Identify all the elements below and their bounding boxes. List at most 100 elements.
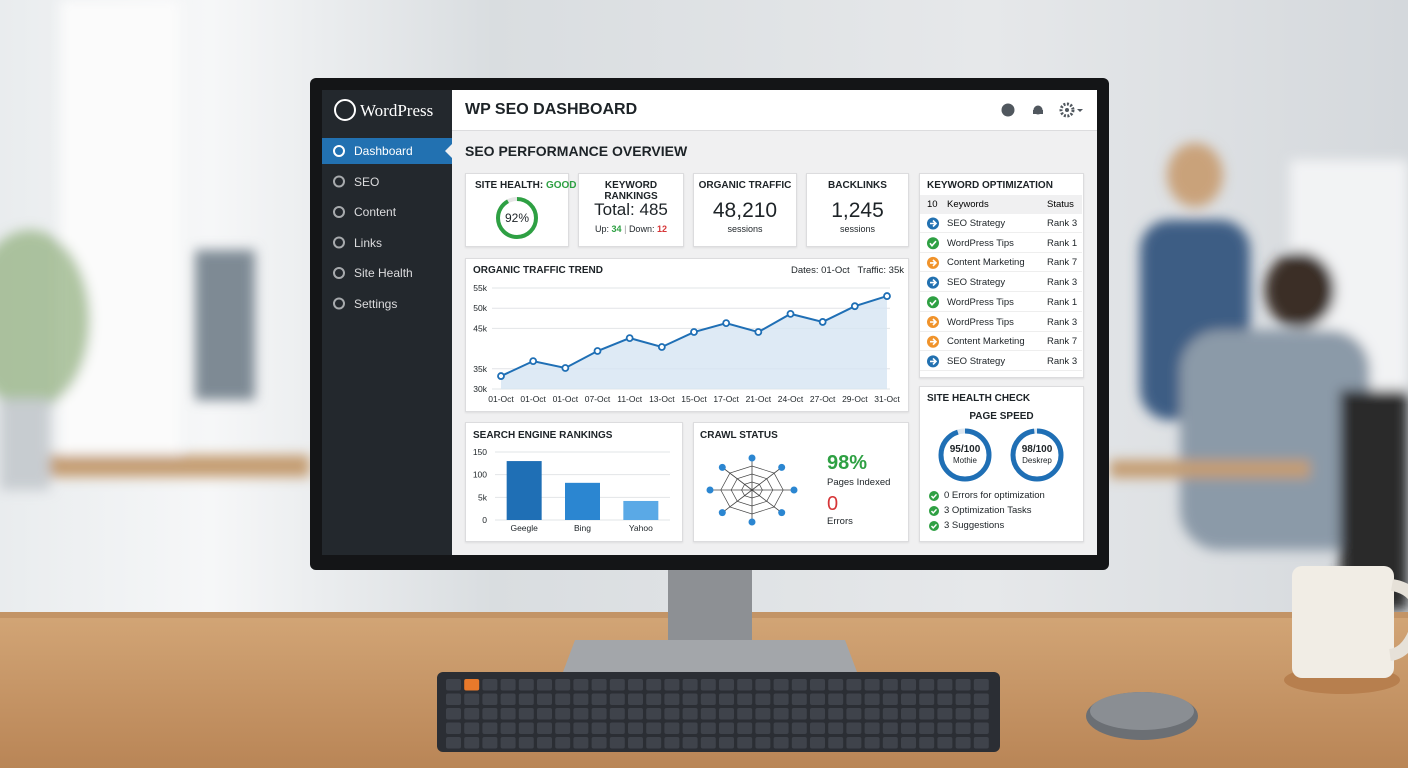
key: [446, 737, 461, 749]
check-icon: [929, 506, 939, 516]
key: [464, 679, 480, 691]
keyword: Content Marketing: [947, 257, 1025, 269]
key: [973, 708, 989, 720]
web-ring: [720, 465, 784, 515]
label: SITE HEALTH:: [475, 180, 544, 191]
key: [628, 708, 643, 720]
key: [682, 708, 698, 720]
keyword: WordPress Tips: [947, 316, 1014, 328]
key: [482, 722, 498, 734]
key: [901, 693, 916, 705]
chart-title: SEARCH ENGINE RANKINGS: [473, 430, 613, 441]
key: [573, 679, 589, 691]
icon-glyph: [930, 259, 938, 267]
header-icons[interactable]: [995, 100, 1090, 120]
header: [452, 90, 1097, 131]
key: [901, 737, 916, 749]
row-bg: [920, 273, 1082, 293]
key: [773, 693, 789, 705]
menu-item[interactable]: Settings: [354, 296, 398, 311]
status: Rank 3: [1047, 316, 1078, 328]
key: [446, 722, 461, 734]
key: [646, 708, 662, 720]
key: [700, 693, 716, 705]
key: [482, 737, 498, 749]
key: [664, 679, 680, 691]
point: [593, 347, 602, 355]
web-node: [748, 454, 756, 462]
card-title: CRAWL STATUS: [700, 430, 778, 441]
key: [919, 679, 935, 691]
point: [690, 328, 698, 336]
menu-pointer: [445, 144, 452, 158]
key: [555, 708, 571, 720]
key: [846, 708, 862, 720]
key: [591, 693, 607, 705]
key: [518, 693, 534, 705]
subtitle: PAGE SPEED: [969, 411, 1034, 422]
status: Rank 7: [1047, 257, 1078, 269]
key: [937, 679, 953, 691]
key: [537, 722, 552, 734]
total-value: 485: [639, 200, 668, 219]
key: [682, 722, 698, 734]
backlinks-card: [806, 173, 909, 247]
key: [537, 737, 552, 749]
annotation: Traffic: 35k: [857, 265, 904, 276]
total-label: Total:: [594, 200, 635, 219]
key: [573, 693, 589, 705]
wp-logo-icon: [334, 99, 356, 121]
point: [657, 343, 666, 351]
y-tick-label: 30k: [473, 384, 487, 394]
icon-glyph: [929, 240, 937, 247]
key: [573, 722, 589, 734]
key: [937, 737, 953, 749]
card-title: BACKLINKS: [828, 180, 887, 191]
icon-glyph: [930, 318, 938, 326]
up-down: Up: 34 | Down: 12: [595, 224, 667, 234]
key: [864, 679, 880, 691]
key: [555, 737, 571, 749]
key: [791, 737, 807, 749]
key: [500, 722, 516, 734]
key: [664, 737, 680, 749]
y-tick-label: 50k: [473, 303, 487, 313]
x-tick-label: 11-Oct: [617, 394, 643, 404]
menu-item[interactable]: Site Health: [354, 266, 413, 280]
point: [850, 302, 859, 311]
key: [628, 722, 643, 734]
key: [755, 722, 771, 734]
status: Rank 1: [1047, 237, 1078, 249]
header-title: WP SEO DASHBOARD: [465, 101, 638, 118]
keyword: WordPress Tips: [947, 237, 1014, 249]
row-bg: [920, 214, 1082, 233]
key: [591, 708, 607, 720]
indexed: 98%: [827, 452, 868, 474]
key: [864, 722, 880, 734]
key: [482, 693, 498, 705]
key: [500, 679, 516, 691]
point: [625, 334, 634, 342]
gauge-label: 95/100: [950, 444, 981, 455]
point: [529, 357, 538, 366]
bar: [623, 500, 659, 520]
annotation: Dates: 01-Oct: [791, 265, 850, 276]
key: [828, 679, 844, 691]
gauge-name: Deskrep: [1022, 456, 1052, 465]
key: [537, 708, 552, 720]
key: [755, 693, 771, 705]
key: [937, 722, 953, 734]
status-icon: [927, 237, 939, 250]
menu-item[interactable]: SEO: [354, 174, 380, 189]
key: [609, 722, 625, 734]
key: [719, 708, 734, 720]
key: [682, 679, 698, 691]
menu-item[interactable]: Content: [354, 205, 397, 219]
menu-item[interactable]: Links: [354, 235, 383, 250]
key: [700, 737, 716, 749]
icon-glyph: [930, 508, 938, 515]
key: [773, 722, 789, 734]
key: [901, 679, 916, 691]
point: [786, 309, 795, 318]
key: [719, 693, 734, 705]
